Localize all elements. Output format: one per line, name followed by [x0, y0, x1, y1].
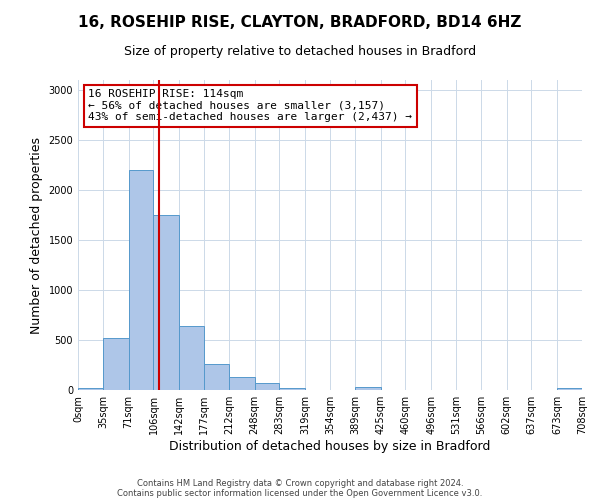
Text: Contains HM Land Registry data © Crown copyright and database right 2024.: Contains HM Land Registry data © Crown c…: [137, 478, 463, 488]
Bar: [103, 338, 128, 390]
Text: Size of property relative to detached houses in Bradford: Size of property relative to detached ho…: [124, 45, 476, 58]
Bar: [355, 386, 380, 390]
Bar: [229, 377, 254, 390]
Text: 16 ROSEHIP RISE: 114sqm
← 56% of detached houses are smaller (3,157)
43% of semi: 16 ROSEHIP RISE: 114sqm ← 56% of detache…: [88, 90, 412, 122]
Bar: [179, 326, 204, 390]
Bar: [154, 215, 179, 390]
Text: Contains public sector information licensed under the Open Government Licence v3: Contains public sector information licen…: [118, 488, 482, 498]
X-axis label: Distribution of detached houses by size in Bradford: Distribution of detached houses by size …: [169, 440, 491, 453]
Bar: [204, 364, 229, 390]
Y-axis label: Number of detached properties: Number of detached properties: [30, 136, 43, 334]
Text: 16, ROSEHIP RISE, CLAYTON, BRADFORD, BD14 6HZ: 16, ROSEHIP RISE, CLAYTON, BRADFORD, BD1…: [79, 15, 521, 30]
Bar: [254, 383, 280, 390]
Bar: [128, 170, 154, 390]
Bar: [78, 388, 103, 390]
Bar: [280, 388, 305, 390]
Bar: [557, 388, 582, 390]
